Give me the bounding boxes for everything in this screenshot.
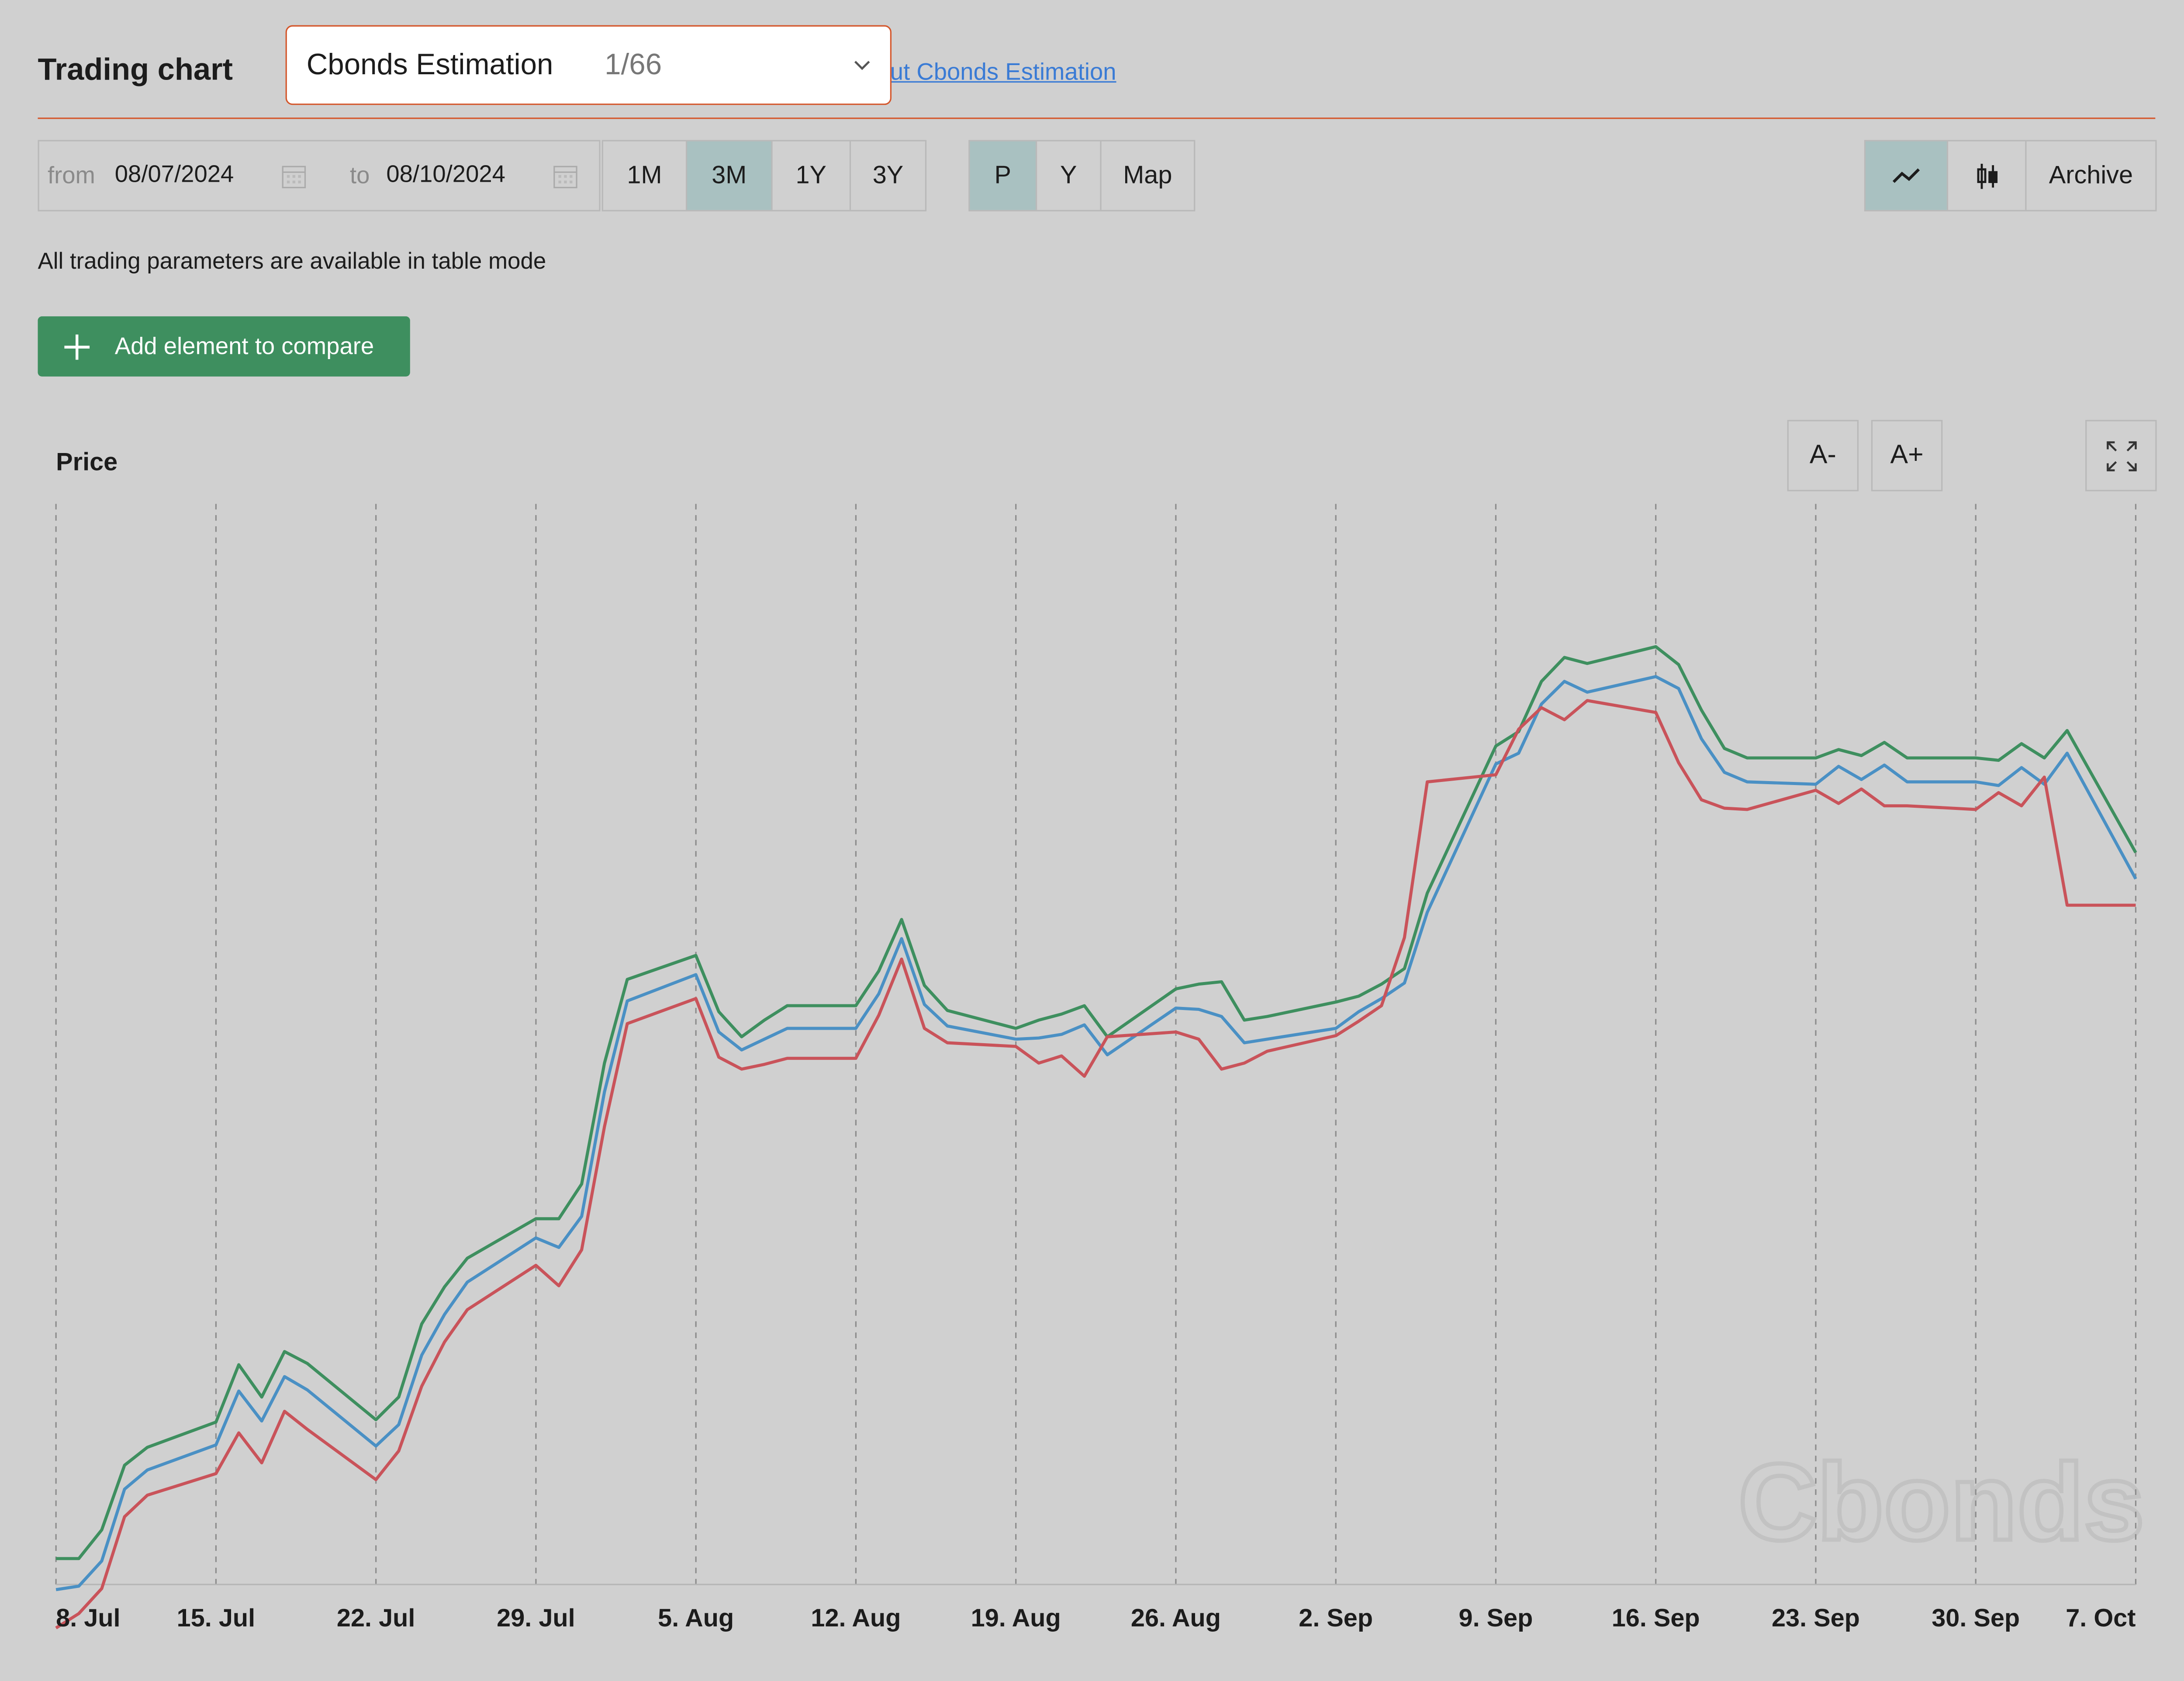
page-title: Trading chart	[38, 52, 233, 87]
x-tick-label: 8. Jul	[56, 1604, 120, 1632]
y-axis-label: Price	[56, 448, 118, 476]
x-tick-label: 12. Aug	[811, 1604, 901, 1632]
plus-icon	[64, 334, 90, 359]
x-tick-label: 7. Oct	[2066, 1604, 2136, 1632]
series-line-2	[55, 675, 2137, 1591]
to-date-input[interactable]	[386, 161, 540, 189]
mode-map-button[interactable]: Map	[1100, 141, 1194, 210]
x-tick-label: 15. Jul	[177, 1604, 255, 1632]
calendar-icon[interactable]	[551, 163, 579, 190]
line-chart-icon	[1892, 167, 1920, 183]
period-3y-button[interactable]: 3Y	[849, 141, 925, 210]
chevron-down-icon	[854, 61, 870, 70]
period-3m-button[interactable]: 3M	[686, 141, 771, 210]
header-divider	[38, 118, 2156, 119]
x-tick-label: 23. Sep	[1772, 1604, 1860, 1632]
x-tick-label: 2. Sep	[1299, 1604, 1373, 1632]
period-1y-button[interactable]: 1Y	[771, 141, 849, 210]
to-label: to	[350, 162, 370, 189]
x-tick-label: 9. Sep	[1459, 1604, 1533, 1632]
period-selector: 1M 3M 1Y 3Y	[601, 140, 927, 211]
line-chart-button[interactable]	[1866, 141, 1947, 210]
add-element-to-compare-button[interactable]: Add element to compare	[38, 316, 410, 377]
series-line-3	[55, 699, 2136, 1629]
add-element-label: Add element to compare	[114, 332, 374, 359]
font-decrease-button[interactable]: A-	[1787, 420, 1859, 491]
candlestick-icon	[1976, 163, 1997, 188]
date-range: from to	[38, 140, 601, 211]
calendar-icon[interactable]	[280, 163, 308, 190]
instrument-select-count: 1/66	[605, 49, 662, 81]
x-tick-label: 5. Aug	[658, 1604, 734, 1632]
x-tick-label: 30. Sep	[1932, 1604, 2020, 1632]
view-selector: Archive	[1864, 140, 2157, 211]
table-mode-note: All trading parameters are available in …	[38, 249, 546, 275]
series-line-1	[56, 645, 2137, 1560]
chart-series	[55, 645, 2137, 1629]
x-tick-label: 29. Jul	[497, 1604, 575, 1632]
candlestick-button[interactable]	[1946, 141, 2025, 210]
mode-yield-button[interactable]: Y	[1036, 141, 1100, 210]
chart-watermark: Cbonds	[1738, 1441, 2144, 1563]
period-1m-button[interactable]: 1M	[627, 161, 662, 189]
chart-gridlines	[55, 504, 2137, 1585]
x-tick-label: 22. Jul	[337, 1604, 415, 1632]
from-label: from	[47, 162, 95, 189]
x-tick-label: 16. Sep	[1612, 1604, 1700, 1632]
x-tick-label: 19. Aug	[971, 1604, 1061, 1632]
mode-selector: P Y Map	[968, 140, 1196, 211]
about-cbonds-estimation-link[interactable]: ut Cbonds Estimation	[890, 59, 1116, 86]
instrument-select-value: Cbonds Estimation	[306, 49, 553, 81]
font-increase-button[interactable]: A+	[1871, 420, 1943, 491]
fullscreen-button[interactable]	[2085, 420, 2157, 491]
archive-button[interactable]: Archive	[2025, 141, 2155, 210]
x-axis-ticks: 8. Jul 15. Jul 22. Jul 29. Jul 5. Aug 12. Aug…	[56, 1604, 2136, 1632]
instrument-select[interactable]: Cbonds Estimation 1/66	[285, 25, 892, 105]
fullscreen-icon	[2106, 440, 2136, 471]
from-date-input[interactable]	[114, 161, 269, 189]
x-tick-label: 26. Aug	[1131, 1604, 1221, 1632]
mode-price-button[interactable]: P	[970, 141, 1036, 210]
